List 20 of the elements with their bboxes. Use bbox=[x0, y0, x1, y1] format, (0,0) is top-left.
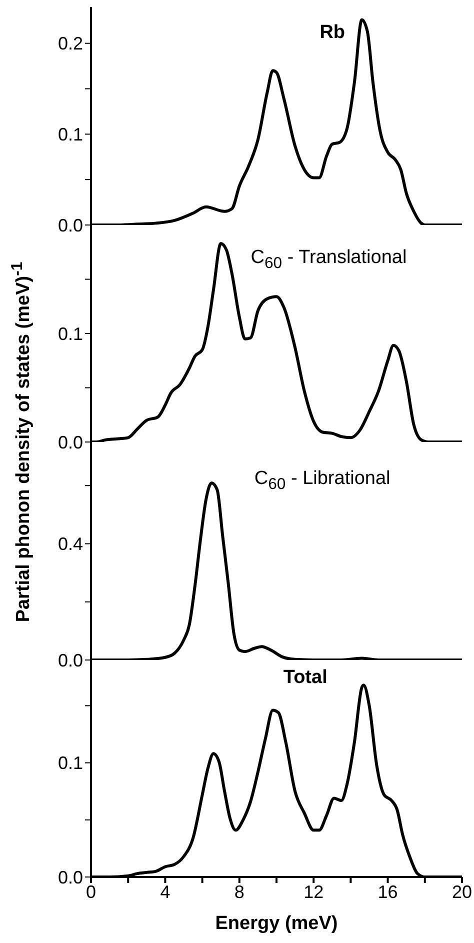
x-tick-label: 8 bbox=[234, 882, 244, 902]
annotation: Rb bbox=[320, 22, 346, 44]
y-tick-label: 0.0 bbox=[58, 867, 83, 888]
y-tick-label: 0.2 bbox=[58, 34, 83, 54]
y-tick-label: 0.0 bbox=[58, 650, 83, 670]
annotation: C$_{60}$ - Librational bbox=[254, 468, 390, 494]
y-tick-label: 0.1 bbox=[58, 753, 83, 774]
annotation: Total bbox=[283, 666, 328, 688]
y-tick-label: 0.0 bbox=[58, 215, 83, 236]
y-tick-label: 0.1 bbox=[58, 324, 83, 344]
x-tick-label: 4 bbox=[160, 882, 170, 902]
x-tick-label: 12 bbox=[304, 882, 324, 902]
x-axis-title: Energy (meV) bbox=[215, 913, 338, 934]
y-tick-label: 0.0 bbox=[58, 432, 83, 452]
y-tick-label: 0.4 bbox=[58, 534, 83, 554]
x-tick-label: 0 bbox=[86, 882, 96, 902]
y-tick-label: 0.1 bbox=[58, 124, 83, 145]
x-tick-label: 20 bbox=[452, 882, 472, 902]
x-tick-label: 16 bbox=[378, 882, 398, 902]
annotation: C$_{60}$ - Translational bbox=[250, 246, 407, 272]
